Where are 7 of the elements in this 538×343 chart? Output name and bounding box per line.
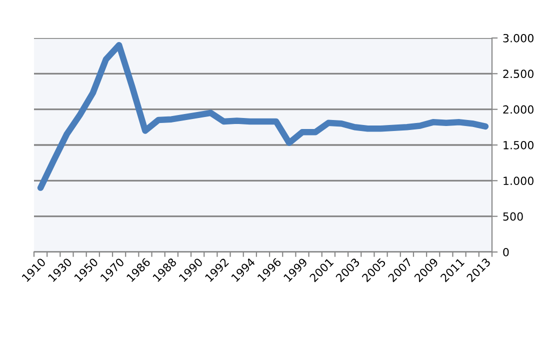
y-tick-label: 1.000 bbox=[504, 176, 534, 186]
y-tick-label: 1.500 bbox=[504, 140, 534, 150]
y-tick-label: 2.500 bbox=[503, 70, 534, 78]
y-tick-label: 500 bbox=[503, 212, 523, 221]
y-tick-label: 3.000 bbox=[503, 34, 534, 42]
y-tick-label: 2.000 bbox=[503, 105, 534, 114]
y-tick-label: 0 bbox=[503, 248, 509, 256]
